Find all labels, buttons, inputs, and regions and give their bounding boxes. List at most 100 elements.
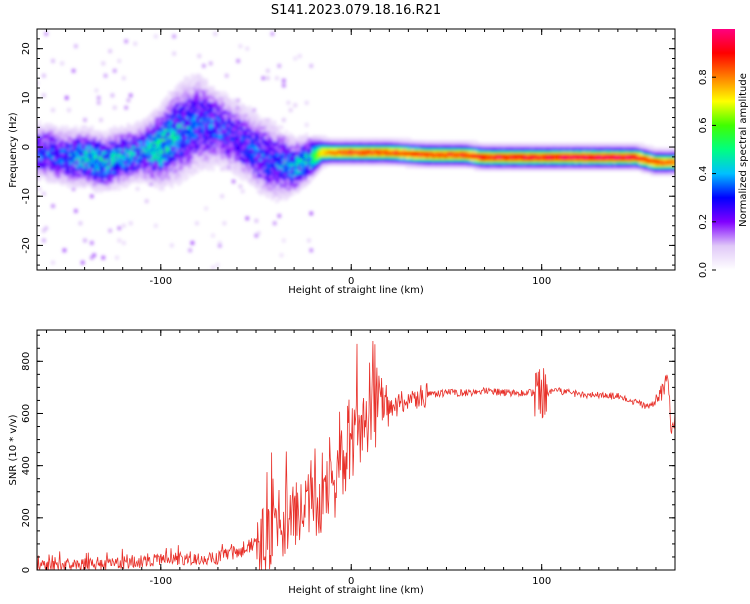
heatmap-cell — [160, 142, 165, 147]
heatmap-cell — [60, 157, 64, 162]
heatmap-cell — [208, 108, 213, 112]
heatmap-cell — [533, 147, 537, 152]
heatmap-cell — [211, 147, 215, 152]
heatmap-cell — [218, 155, 222, 159]
heatmap-cell — [256, 123, 261, 127]
heatmap-cell — [78, 140, 83, 144]
heatmap-cell — [378, 145, 382, 149]
heatmap-cell — [428, 140, 432, 144]
heatmap-cell — [231, 125, 236, 130]
heatmap-cell — [252, 162, 256, 167]
heatmap-cell — [213, 100, 218, 105]
heatmap-cell — [272, 189, 277, 194]
heatmap-cell — [270, 127, 275, 132]
heatmap-cell — [423, 140, 428, 144]
heatmap-cell — [357, 162, 361, 167]
heatmap-cell — [99, 172, 103, 176]
heatmap-cell — [547, 164, 551, 169]
heatmap-cell — [487, 147, 492, 152]
heatmap-cell — [240, 159, 245, 164]
heatmap-cell — [179, 125, 183, 130]
heatmap-cell — [140, 135, 144, 140]
heatmap-cell — [268, 172, 272, 176]
heatmap-cell — [53, 125, 58, 130]
heatmap-cell — [80, 147, 85, 152]
heatmap-cell — [160, 120, 165, 125]
heatmap-cell — [76, 179, 80, 184]
heatmap-cell — [291, 189, 295, 194]
heatmap-cell — [117, 226, 122, 231]
heatmap-cell — [469, 155, 473, 159]
heatmap-cell — [325, 152, 329, 157]
heatmap-cell — [176, 135, 181, 140]
heatmap-cell — [163, 159, 167, 164]
heatmap-cell — [206, 142, 211, 147]
heatmap-cell — [474, 142, 478, 147]
heatmap-cell — [293, 103, 297, 108]
heatmap-cell — [336, 137, 341, 142]
heatmap-cell — [122, 150, 126, 154]
heatmap-cell — [506, 155, 510, 159]
heatmap-cell — [83, 179, 87, 184]
heatmap-cell — [190, 115, 195, 120]
heatmap-cell — [256, 140, 261, 144]
heatmap-cell — [574, 147, 579, 152]
heatmap-cell — [277, 184, 281, 189]
heatmap-cell — [298, 145, 302, 149]
heatmap-cell — [277, 147, 281, 152]
heatmap-cell — [163, 145, 167, 149]
heatmap-cell — [204, 110, 208, 115]
heatmap-cell — [261, 169, 265, 174]
heatmap-cell — [133, 150, 138, 154]
heatmap-cell — [483, 142, 487, 147]
heatmap-cell — [295, 152, 300, 157]
heatmap-cell — [261, 150, 265, 154]
heatmap-cell — [131, 167, 135, 172]
heatmap-cell — [39, 155, 44, 159]
heatmap-cell — [240, 132, 245, 137]
heatmap-cell — [279, 182, 284, 186]
heatmap-cell — [192, 78, 197, 83]
heatmap-cell — [176, 132, 181, 137]
heatmap-cell — [266, 172, 270, 176]
heatmap-cell — [78, 221, 83, 226]
heatmap-cell — [103, 167, 108, 172]
heatmap-cell — [403, 140, 407, 144]
heatmap-cell — [478, 150, 483, 154]
heatmap-cell — [599, 159, 604, 164]
heatmap-cell — [378, 159, 382, 164]
heatmap-cell — [483, 152, 487, 157]
heatmap-cell — [186, 135, 190, 140]
heatmap-cell — [263, 169, 268, 174]
heatmap-cell — [279, 157, 284, 162]
heatmap-cell — [140, 137, 144, 142]
heatmap-cell — [119, 179, 124, 184]
heatmap-cell — [181, 81, 186, 85]
heatmap-cell — [261, 123, 265, 127]
heatmap-cell — [176, 182, 181, 186]
heatmap-cell — [208, 132, 213, 137]
heatmap-cell — [195, 140, 199, 144]
heatmap-cell — [197, 155, 202, 159]
heatmap-cell — [144, 142, 149, 147]
heatmap-cell — [135, 157, 140, 162]
heatmap-cell — [124, 137, 128, 142]
heatmap-cell — [51, 145, 55, 149]
heatmap-cell — [106, 187, 110, 191]
heatmap-cell — [154, 132, 158, 137]
heatmap-cell — [583, 145, 588, 149]
heatmap-cell — [124, 182, 128, 186]
heatmap-cell — [172, 137, 176, 142]
heatmap-cell — [391, 162, 396, 167]
heatmap-cell — [453, 145, 457, 149]
heatmap-cell — [236, 140, 240, 144]
heatmap-cell — [165, 108, 170, 112]
heatmap-cell — [270, 155, 275, 159]
heatmap-cell — [284, 142, 288, 147]
heatmap-cell — [560, 147, 565, 152]
heatmap-cell — [96, 140, 101, 144]
heatmap-cell — [288, 142, 293, 147]
heatmap-cell — [298, 184, 302, 189]
heatmap-cell — [256, 132, 261, 137]
heatmap-cell — [307, 169, 311, 174]
